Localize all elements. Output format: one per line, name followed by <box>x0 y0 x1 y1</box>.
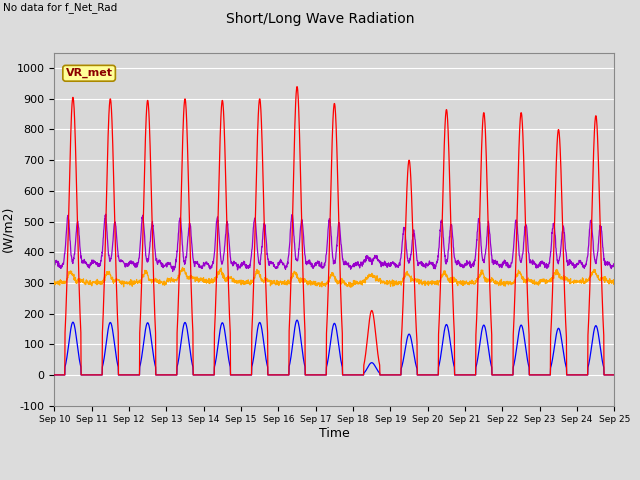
X-axis label: Time: Time <box>319 427 350 440</box>
Text: No data for f_Net_Rad: No data for f_Net_Rad <box>3 2 118 13</box>
Text: VR_met: VR_met <box>66 68 113 78</box>
Text: Short/Long Wave Radiation: Short/Long Wave Radiation <box>226 12 414 26</box>
Y-axis label: (W/m2): (W/m2) <box>1 206 14 252</box>
